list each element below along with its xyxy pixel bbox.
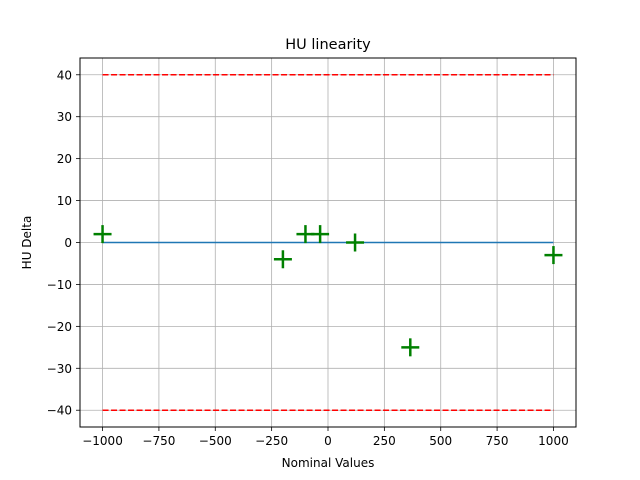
x-tick-label: −250 [255, 434, 288, 448]
data-point [273, 250, 292, 269]
y-tick-label: 20 [57, 152, 72, 166]
x-tick-label: −750 [142, 434, 175, 448]
y-tick-label: 10 [57, 194, 72, 208]
x-tick-label: 250 [373, 434, 396, 448]
x-tick-label: 1000 [538, 434, 569, 448]
x-tick-label: −1000 [82, 434, 123, 448]
x-tick-label: −500 [199, 434, 232, 448]
y-axis-label: HU Delta [20, 216, 34, 270]
data-point [544, 246, 563, 265]
x-tick-label: 500 [429, 434, 452, 448]
y-tick-label: −30 [47, 362, 72, 376]
data-point [93, 225, 112, 244]
y-tick-label: 0 [64, 236, 72, 250]
y-tick-label: −10 [47, 278, 72, 292]
x-tick-label: 750 [486, 434, 509, 448]
data-point [401, 338, 420, 357]
y-tick-label: −40 [47, 404, 72, 418]
x-axis-label: Nominal Values [282, 456, 375, 470]
chart-title: HU linearity [285, 37, 371, 53]
x-tick-label: 0 [324, 434, 332, 448]
series-group [93, 74, 563, 411]
ticks: −1000 −750 −500 −250 0 250 500 750 1000 −40 −30 −20… [47, 68, 569, 448]
data-point [311, 225, 330, 244]
y-tick-label: −20 [47, 320, 72, 334]
data-point [346, 233, 365, 252]
y-tick-label: 30 [57, 110, 72, 124]
y-tick-label: 40 [57, 68, 72, 82]
